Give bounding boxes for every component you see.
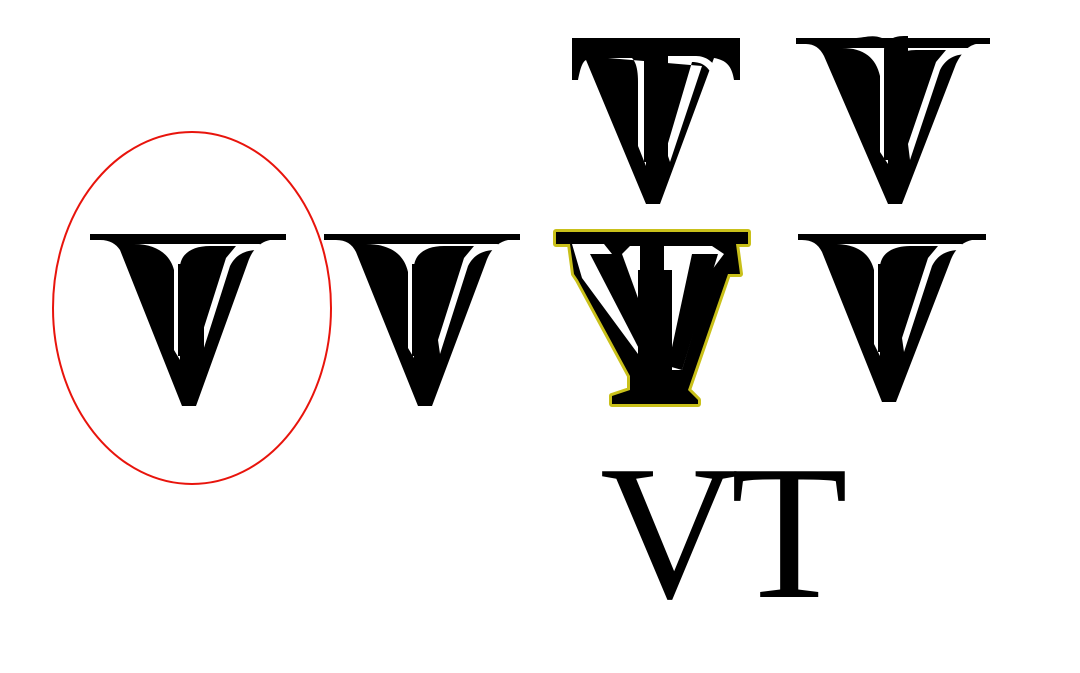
tee-stem xyxy=(628,246,676,398)
v-right-arm xyxy=(668,254,718,370)
monogram-plain-right[interactable] xyxy=(798,234,986,402)
v-left-arm xyxy=(590,254,662,370)
monogram-stem xyxy=(644,56,668,162)
monogram-stem xyxy=(884,36,908,160)
monogram-inner-white xyxy=(366,244,498,358)
monogram-inner-white xyxy=(608,56,718,166)
selection-circle xyxy=(52,131,332,485)
monogram-inner-white xyxy=(834,244,962,356)
monogram-stem xyxy=(412,264,438,356)
monogram-top-swash[interactable] xyxy=(796,36,990,204)
monogram-stem xyxy=(178,264,204,356)
monogram-stem xyxy=(878,264,902,352)
monogram-plain-left[interactable] xyxy=(324,234,520,406)
monogram-active-outline[interactable] xyxy=(553,229,751,407)
monogram-top-tee[interactable] xyxy=(572,38,740,204)
monogram-selected[interactable] xyxy=(52,131,332,485)
